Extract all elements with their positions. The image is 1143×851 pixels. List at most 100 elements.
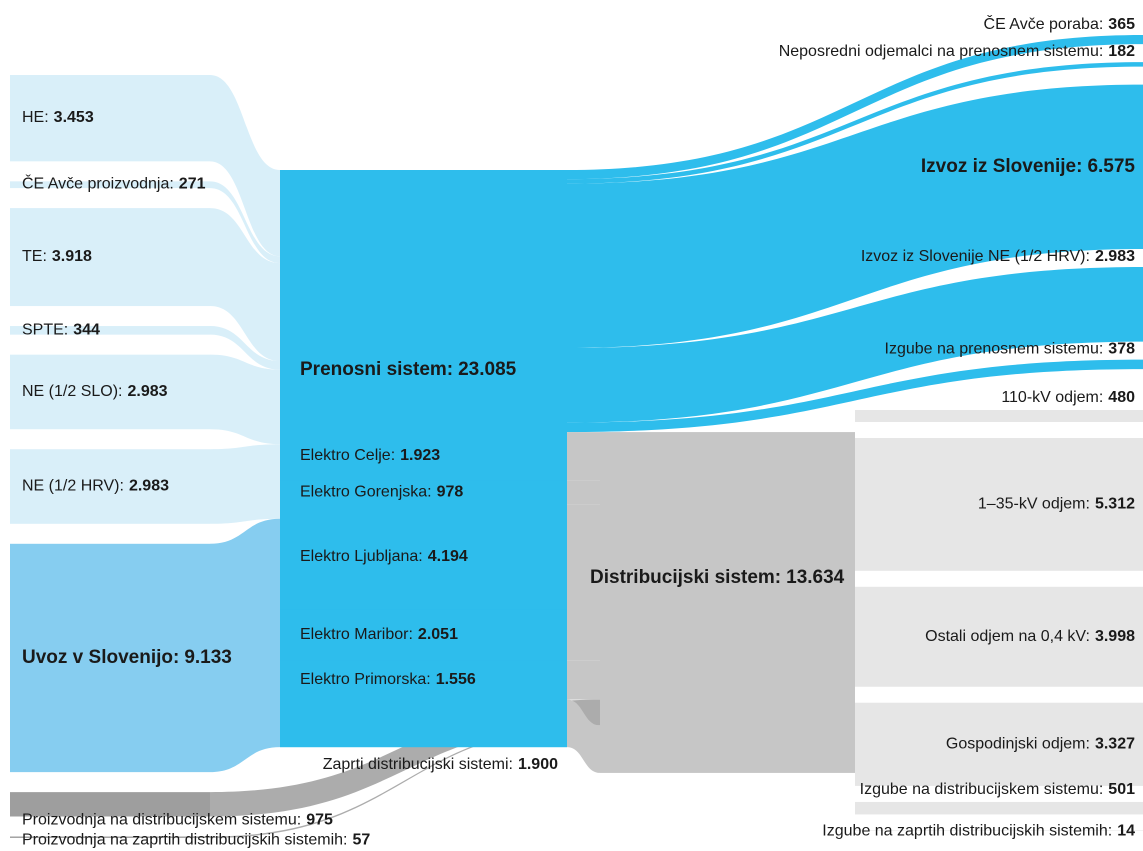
node xyxy=(280,504,567,610)
flow xyxy=(567,267,1143,423)
node-label: Proizvodnja na zaprtih distribucijskih s… xyxy=(22,832,370,849)
node-name: Elektro Primorska: xyxy=(300,671,431,688)
node xyxy=(10,75,210,162)
node-name: Proizvodnja na distribucijskem sistemu: xyxy=(22,812,301,829)
node-label: Izgube na zaprtih distribucijskih sistem… xyxy=(822,823,1135,840)
node-name: Izgube na distribucijskem sistemu: xyxy=(860,781,1104,798)
node-value: 9.133 xyxy=(184,647,232,668)
node-name: Elektro Celje: xyxy=(300,447,395,464)
node xyxy=(280,660,567,700)
flow xyxy=(567,84,1143,349)
flow xyxy=(567,35,1143,180)
flow xyxy=(210,518,280,773)
node-label: Izvoz iz Slovenije NE (1/2 HRV): 2.983 xyxy=(861,248,1135,265)
node-value: 23.085 xyxy=(458,359,517,380)
node-label: Elektro Maribor: 2.051 xyxy=(300,626,458,643)
node xyxy=(280,480,567,505)
node-label: ČE Avče poraba: 365 xyxy=(984,14,1136,33)
node-value: 4.194 xyxy=(428,548,468,565)
node-label: Izgube na distribucijskem sistemu: 501 xyxy=(860,781,1135,798)
node-value: 1.900 xyxy=(518,756,558,773)
node-value: 501 xyxy=(1108,781,1135,798)
node-value: 6.575 xyxy=(1087,156,1135,177)
node-label: Prenosni sistem: 23.085 xyxy=(300,359,517,380)
node-label: Izgube na prenosnem sistemu: 378 xyxy=(885,341,1136,358)
node xyxy=(10,354,210,430)
node-name: Elektro Ljubljana: xyxy=(300,548,423,565)
node xyxy=(10,208,210,307)
node-name: SPTE: xyxy=(22,322,68,339)
node-name: 1–35-kV odjem: xyxy=(978,496,1090,513)
node xyxy=(600,432,855,773)
node-name: Zaprti distribucijski sistemi: xyxy=(323,756,513,773)
flow xyxy=(210,208,280,362)
node-name: Elektro Gorenjska: xyxy=(300,484,432,501)
flow xyxy=(567,504,600,610)
node-name: TE: xyxy=(22,248,47,265)
node-name: Prenosni sistem: xyxy=(300,359,453,380)
node-name: Elektro Maribor: xyxy=(300,626,413,643)
node-label: Elektro Ljubljana: 4.194 xyxy=(300,548,468,565)
node-value: 13.634 xyxy=(786,567,845,588)
flow xyxy=(567,62,1143,184)
node-value: 978 xyxy=(437,484,464,501)
node-value: 975 xyxy=(306,812,333,829)
node-value: 3.327 xyxy=(1095,736,1135,753)
node xyxy=(280,609,567,661)
node-value: 1.923 xyxy=(400,447,440,464)
node-value: 365 xyxy=(1108,16,1135,33)
node-value: 2.983 xyxy=(127,383,167,400)
flow xyxy=(210,326,280,370)
node-label: SPTE: 344 xyxy=(22,322,100,339)
node-label: Zaprti distribucijski sistemi: 1.900 xyxy=(323,756,558,773)
node xyxy=(855,830,1143,831)
node-label: TE: 3.918 xyxy=(22,248,92,265)
node-label: Elektro Gorenjska: 978 xyxy=(300,484,463,501)
node-label: Elektro Primorska: 1.556 xyxy=(300,671,476,688)
node xyxy=(855,438,1143,571)
flow xyxy=(210,75,280,257)
node-label: Ostali odjem na 0,4 kV: 3.998 xyxy=(925,628,1135,645)
flow xyxy=(567,480,600,505)
node-value: 378 xyxy=(1108,341,1135,358)
node-value: 344 xyxy=(73,322,100,339)
node-name: Uvoz v Slovenijo: xyxy=(22,647,179,668)
node-name: NE (1/2 HRV): xyxy=(22,478,124,495)
node-name: Ostali odjem na 0,4 kV: xyxy=(925,628,1090,645)
node-label: NE (1/2 HRV): 2.983 xyxy=(22,478,169,495)
node-value: 5.312 xyxy=(1095,496,1135,513)
nodes xyxy=(10,75,1143,838)
node xyxy=(855,410,1143,422)
flow xyxy=(567,432,600,481)
node-value: 182 xyxy=(1108,43,1135,60)
node-value: 2.051 xyxy=(418,626,458,643)
node-name: HE: xyxy=(22,109,49,126)
node xyxy=(855,702,1143,786)
node-label: HE: 3.453 xyxy=(22,109,94,126)
node-label: 110-kV odjem: 480 xyxy=(1001,389,1135,406)
flow xyxy=(210,181,280,264)
node xyxy=(10,543,210,773)
flow xyxy=(567,359,1143,433)
node xyxy=(10,836,210,838)
node-name: ČE Avče proizvodnja: xyxy=(22,174,174,193)
node xyxy=(280,699,567,748)
node-name: Gospodinjski odjem: xyxy=(946,736,1090,753)
node xyxy=(855,586,1143,687)
node-name: Proizvodnja na zaprtih distribucijskih s… xyxy=(22,832,347,849)
labels: HE: 3.453 ČE Avče proizvodnja: 271 TE: 3.918 S… xyxy=(22,14,1135,849)
flow xyxy=(567,699,600,773)
node-label: Izvoz iz Slovenije: 6.575 xyxy=(921,156,1136,177)
node xyxy=(10,792,210,817)
node-name: NE (1/2 SLO): xyxy=(22,383,122,400)
node-name: Izgube na zaprtih distribucijskih sistem… xyxy=(822,823,1112,840)
node-name: Izgube na prenosnem sistemu: xyxy=(885,341,1104,358)
node-value: 57 xyxy=(352,832,370,849)
node-label: Distribucijski sistem: 13.634 xyxy=(590,567,845,588)
node-name: Neposredni odjemalci na prenosnem sistem… xyxy=(779,43,1104,60)
node-label: Uvoz v Slovenijo: 9.133 xyxy=(22,647,232,668)
node-value: 1.556 xyxy=(436,671,476,688)
node-name: 110-kV odjem: xyxy=(1001,389,1103,406)
node-value: 14 xyxy=(1117,823,1135,840)
